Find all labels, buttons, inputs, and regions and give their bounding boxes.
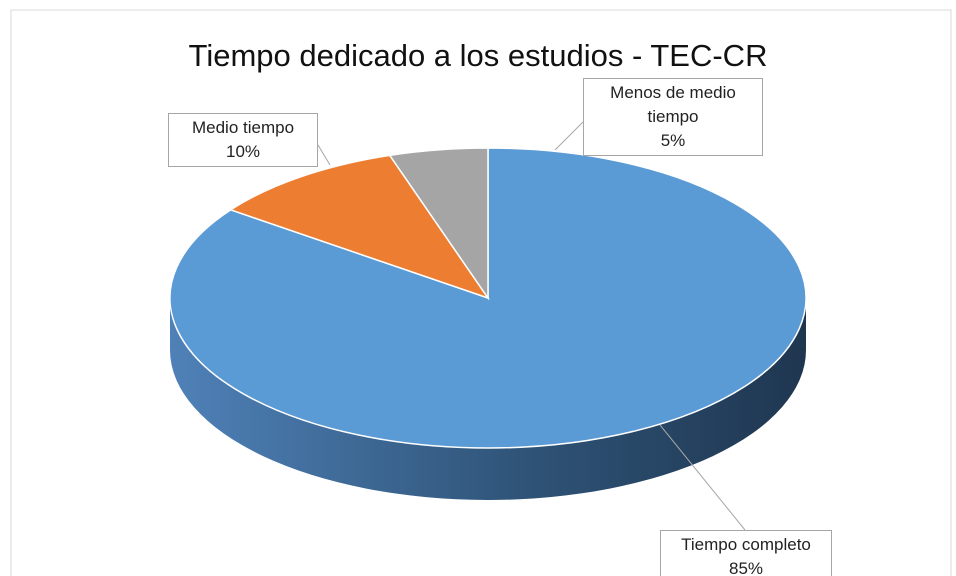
label-value: 10% <box>225 142 261 161</box>
data-label: Menos de medio tiempo 5% <box>583 78 763 156</box>
label-category: Tiempo completo <box>681 535 811 554</box>
data-label: Tiempo completo 85% <box>660 530 832 576</box>
data-label: Medio tiempo 10% <box>168 113 318 167</box>
chart-border <box>10 9 952 576</box>
slice-side <box>170 298 806 500</box>
label-category: Medio tiempo <box>191 118 295 137</box>
leader-line <box>659 424 746 531</box>
label-value: 5% <box>660 131 686 150</box>
leader-line <box>554 121 584 151</box>
slice <box>388 147 489 301</box>
slice <box>229 154 490 300</box>
chart-title: Tiempo dedicado a los estudios - TEC-CR <box>189 38 768 73</box>
leader-line <box>317 144 331 166</box>
label-value: 85% <box>728 559 764 576</box>
label-category: Menos de medio tiempo <box>610 83 736 126</box>
